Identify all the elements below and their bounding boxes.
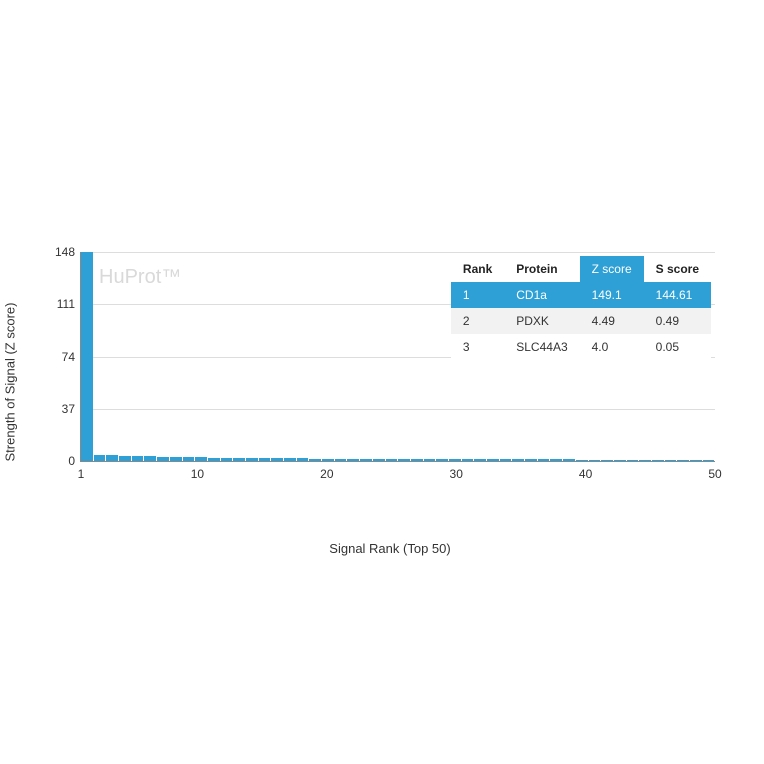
x-tick-label: 50: [708, 461, 721, 481]
bar: [246, 458, 258, 461]
bar: [665, 460, 677, 461]
bar: [94, 455, 106, 461]
y-axis-label: Strength of Signal (Z score): [3, 303, 18, 462]
bar: [563, 459, 575, 461]
bar: [373, 459, 385, 461]
bar: [233, 458, 245, 461]
table-cell: 4.0: [580, 334, 644, 360]
plot-area: HuProt™ Rank Protein Z score S score 1CD…: [80, 252, 715, 462]
bar: [170, 457, 182, 461]
x-tick-label: 30: [450, 461, 463, 481]
bar: [335, 459, 347, 461]
col-sscore: S score: [644, 256, 711, 282]
col-protein: Protein: [504, 256, 579, 282]
bar: [144, 456, 156, 461]
table-cell: PDXK: [504, 308, 579, 334]
table-row: 2PDXK4.490.49: [451, 308, 711, 334]
bar: [106, 455, 118, 461]
bar: [208, 458, 220, 461]
bar: [487, 459, 499, 461]
bar: [538, 459, 550, 461]
bar: [474, 459, 486, 461]
bar: [500, 459, 512, 461]
bar: [436, 459, 448, 461]
table-cell: 149.1: [580, 282, 644, 308]
bar: [424, 459, 436, 461]
bar: [627, 460, 639, 461]
table-cell: SLC44A3: [504, 334, 579, 360]
bar: [284, 458, 296, 461]
table-header-row: Rank Protein Z score S score: [451, 256, 711, 282]
bar: [690, 460, 702, 461]
bar: [411, 459, 423, 461]
bar: [398, 459, 410, 461]
bar: [119, 456, 131, 461]
table-cell: 4.49: [580, 308, 644, 334]
bar: [271, 458, 283, 461]
bar: [347, 459, 359, 461]
bar: [221, 458, 233, 461]
table-cell: 0.05: [644, 334, 711, 360]
col-rank: Rank: [451, 256, 504, 282]
top-hits-table: Rank Protein Z score S score 1CD1a149.11…: [451, 256, 711, 360]
x-axis-label: Signal Rank (Top 50): [329, 541, 450, 556]
bar: [525, 459, 537, 461]
y-tick-label: 111: [57, 297, 81, 311]
table-body: 1CD1a149.1144.612PDXK4.490.493SLC44A34.0…: [451, 282, 711, 360]
table-row: 1CD1a149.1144.61: [451, 282, 711, 308]
x-tick-label: 40: [579, 461, 592, 481]
bar: [360, 459, 372, 461]
bar: [462, 459, 474, 461]
y-tick-label: 148: [55, 245, 81, 259]
x-tick-label: 10: [191, 461, 204, 481]
bar: [259, 458, 271, 461]
table-cell: CD1a: [504, 282, 579, 308]
table-row: 3SLC44A34.00.05: [451, 334, 711, 360]
table-cell: 0.49: [644, 308, 711, 334]
table-cell: 144.61: [644, 282, 711, 308]
x-tick-label: 1: [78, 461, 85, 481]
x-tick-label: 20: [320, 461, 333, 481]
y-tick-label: 37: [62, 402, 81, 416]
bar: [81, 252, 93, 461]
bar: [297, 458, 309, 461]
table-cell: 1: [451, 282, 504, 308]
col-zscore: Z score: [580, 256, 644, 282]
table-cell: 2: [451, 308, 504, 334]
bar: [550, 459, 562, 461]
signal-rank-chart: Strength of Signal (Z score) HuProt™ Ran…: [50, 252, 730, 512]
bar: [157, 457, 169, 461]
bar: [639, 460, 651, 461]
bar: [386, 459, 398, 461]
table-cell: 3: [451, 334, 504, 360]
bar: [614, 460, 626, 461]
bar: [512, 459, 524, 461]
bar: [132, 456, 144, 461]
bar: [677, 460, 689, 461]
bar: [652, 460, 664, 461]
bar: [601, 460, 613, 461]
y-tick-label: 74: [62, 350, 81, 364]
